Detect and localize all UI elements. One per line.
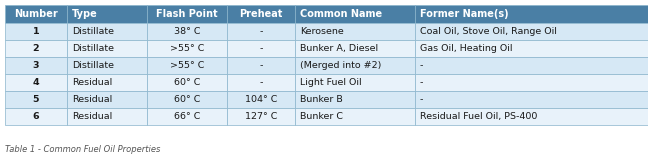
Bar bbox=[147, 91, 227, 108]
Text: Residual: Residual bbox=[72, 112, 112, 121]
Text: 60° C: 60° C bbox=[174, 95, 200, 104]
Bar bbox=[295, 23, 415, 40]
Bar bbox=[295, 5, 415, 23]
Bar bbox=[5, 108, 67, 125]
Text: 66° C: 66° C bbox=[174, 112, 200, 121]
Text: 60° C: 60° C bbox=[174, 78, 200, 87]
Text: Type: Type bbox=[72, 9, 98, 19]
Text: Distillate: Distillate bbox=[72, 61, 114, 70]
Bar bbox=[5, 91, 67, 108]
Text: 4: 4 bbox=[32, 78, 40, 87]
Text: Bunker C: Bunker C bbox=[300, 112, 343, 121]
Text: 127° C: 127° C bbox=[245, 112, 277, 121]
Text: >55° C: >55° C bbox=[170, 44, 204, 53]
Text: Common Name: Common Name bbox=[300, 9, 382, 19]
Text: -: - bbox=[259, 44, 262, 53]
Bar bbox=[415, 23, 648, 40]
Bar bbox=[67, 5, 147, 23]
Bar bbox=[415, 40, 648, 57]
Bar bbox=[227, 23, 295, 40]
Text: 6: 6 bbox=[32, 112, 40, 121]
Text: Distillate: Distillate bbox=[72, 44, 114, 53]
Bar bbox=[147, 57, 227, 74]
Bar bbox=[147, 74, 227, 91]
Text: 38° C: 38° C bbox=[174, 27, 200, 36]
Bar bbox=[415, 91, 648, 108]
Text: Gas Oil, Heating Oil: Gas Oil, Heating Oil bbox=[420, 44, 513, 53]
Bar bbox=[415, 5, 648, 23]
Text: Flash Point: Flash Point bbox=[156, 9, 218, 19]
Bar bbox=[415, 57, 648, 74]
Text: Bunker A, Diesel: Bunker A, Diesel bbox=[300, 44, 378, 53]
Text: (Merged into #2): (Merged into #2) bbox=[300, 61, 382, 70]
Text: Residual Fuel Oil, PS-400: Residual Fuel Oil, PS-400 bbox=[420, 112, 537, 121]
Bar bbox=[415, 74, 648, 91]
Text: Coal Oil, Stove Oil, Range Oil: Coal Oil, Stove Oil, Range Oil bbox=[420, 27, 557, 36]
Bar bbox=[147, 108, 227, 125]
Bar bbox=[295, 40, 415, 57]
Text: -: - bbox=[420, 78, 423, 87]
Bar bbox=[5, 23, 67, 40]
Bar bbox=[415, 108, 648, 125]
Text: 1: 1 bbox=[32, 27, 40, 36]
Text: Light Fuel Oil: Light Fuel Oil bbox=[300, 78, 362, 87]
Bar bbox=[295, 57, 415, 74]
Bar bbox=[67, 40, 147, 57]
Bar bbox=[147, 5, 227, 23]
Text: -: - bbox=[420, 95, 423, 104]
Bar bbox=[227, 5, 295, 23]
Text: -: - bbox=[259, 27, 262, 36]
Bar bbox=[227, 74, 295, 91]
Bar bbox=[295, 108, 415, 125]
Bar bbox=[5, 40, 67, 57]
Text: Table 1 - Common Fuel Oil Properties: Table 1 - Common Fuel Oil Properties bbox=[5, 145, 160, 154]
Text: Bunker B: Bunker B bbox=[300, 95, 343, 104]
Bar bbox=[227, 40, 295, 57]
Text: >55° C: >55° C bbox=[170, 61, 204, 70]
Bar bbox=[67, 74, 147, 91]
Bar bbox=[5, 5, 67, 23]
Bar bbox=[227, 91, 295, 108]
Text: 2: 2 bbox=[32, 44, 40, 53]
Bar bbox=[5, 74, 67, 91]
Text: -: - bbox=[259, 78, 262, 87]
Text: Kerosene: Kerosene bbox=[300, 27, 343, 36]
Bar bbox=[295, 74, 415, 91]
Text: 104° C: 104° C bbox=[245, 95, 277, 104]
Text: -: - bbox=[420, 61, 423, 70]
Bar bbox=[147, 40, 227, 57]
Bar bbox=[227, 57, 295, 74]
Bar bbox=[227, 108, 295, 125]
Text: Residual: Residual bbox=[72, 95, 112, 104]
Text: Former Name(s): Former Name(s) bbox=[420, 9, 509, 19]
Text: -: - bbox=[259, 61, 262, 70]
Bar bbox=[5, 57, 67, 74]
Bar bbox=[67, 57, 147, 74]
Text: 3: 3 bbox=[33, 61, 40, 70]
Text: Preheat: Preheat bbox=[239, 9, 283, 19]
Text: 5: 5 bbox=[33, 95, 40, 104]
Text: Distillate: Distillate bbox=[72, 27, 114, 36]
Bar bbox=[67, 23, 147, 40]
Bar bbox=[295, 91, 415, 108]
Text: Number: Number bbox=[14, 9, 58, 19]
Bar bbox=[147, 23, 227, 40]
Bar bbox=[67, 91, 147, 108]
Bar bbox=[67, 108, 147, 125]
Text: Residual: Residual bbox=[72, 78, 112, 87]
